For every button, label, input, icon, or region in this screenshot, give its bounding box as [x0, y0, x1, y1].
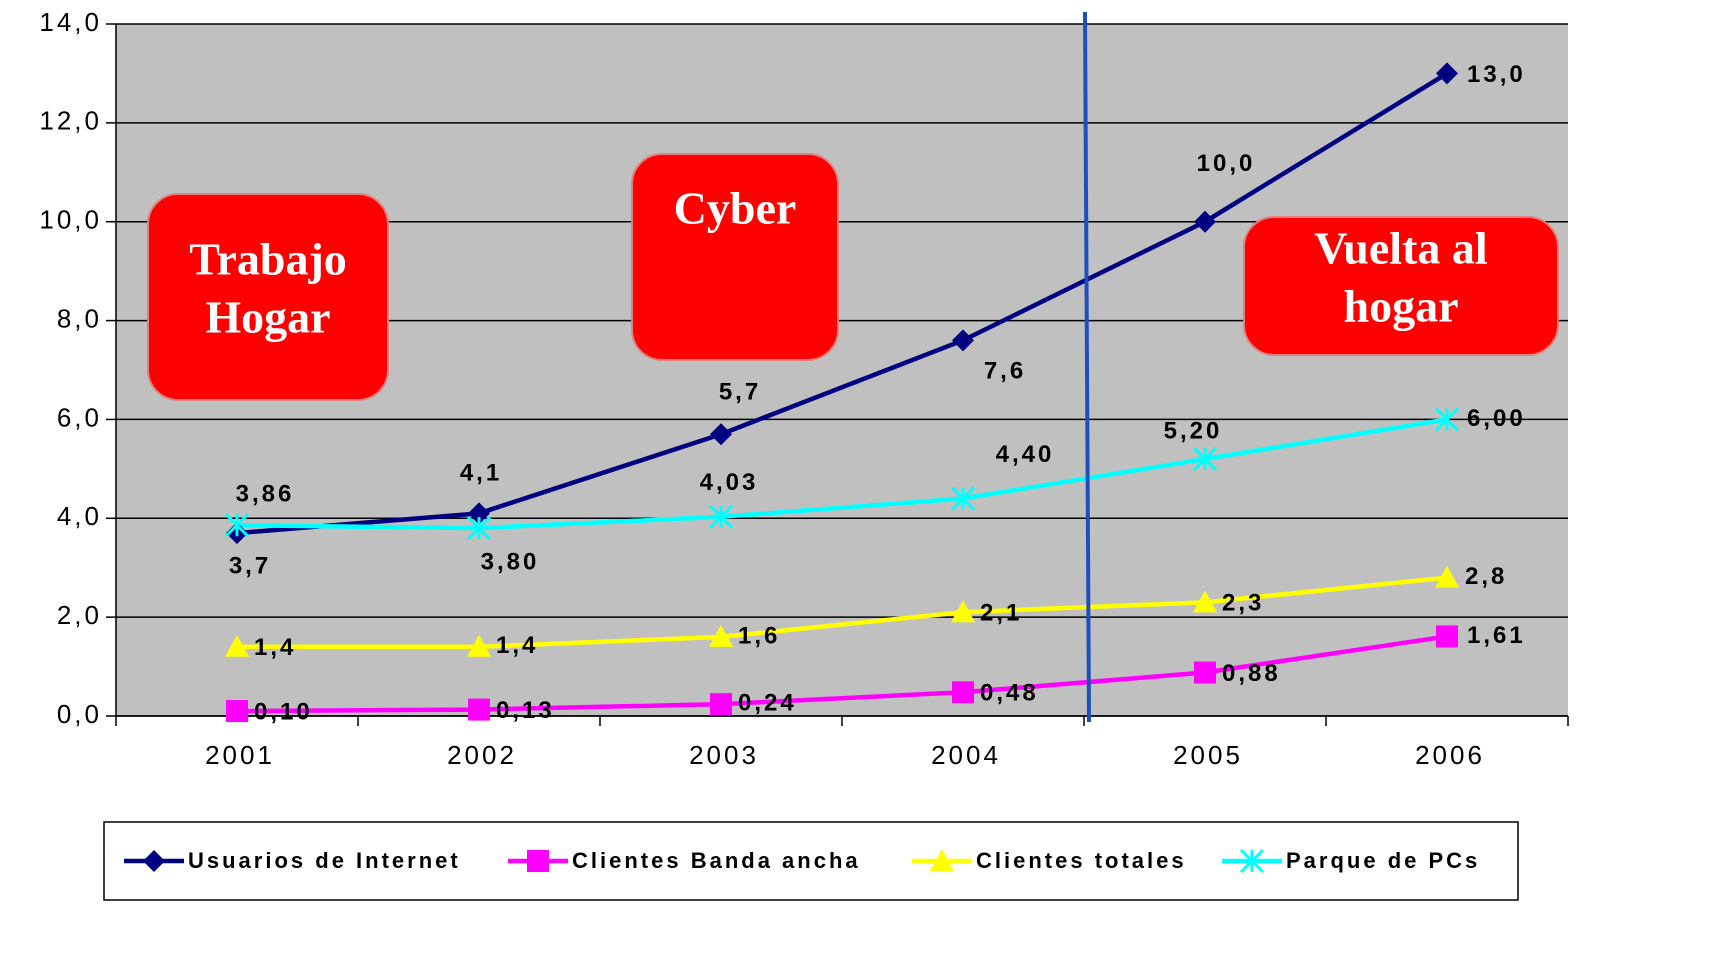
divider-line: [1083, 11, 1091, 723]
marker: [527, 850, 549, 872]
series-line: [236, 71, 1449, 536]
series-line: [236, 634, 1448, 714]
value-label: 0,13: [496, 697, 555, 724]
y-tick-label: 14,0: [39, 7, 102, 37]
value-label: 4,40: [996, 441, 1055, 468]
annotation-text: Hogar: [205, 292, 330, 343]
marker: [952, 329, 974, 352]
marker: [226, 700, 248, 723]
value-label: 0,10: [254, 698, 313, 725]
legend: Usuarios de Internet Clientes Banda ancha…: [124, 848, 1480, 874]
marker: [709, 624, 733, 647]
value-label: 2,1: [980, 600, 1022, 627]
x-tick-label: 2002: [447, 740, 517, 770]
y-tick-label: 10,0: [39, 205, 102, 235]
y-tick-label: 2,0: [57, 600, 102, 630]
value-label: 13,0: [1467, 61, 1526, 88]
marker: [1193, 590, 1217, 613]
labels: 0,0 2,0 4,0 6,0 8,0 10,0 12,0 14,0 2001 2002 2003 2…: [39, 7, 1526, 770]
marker: [1436, 62, 1458, 85]
marker: [1194, 661, 1216, 684]
legend-label: Usuarios de Internet: [188, 848, 461, 873]
y-tick-label: 12,0: [39, 106, 102, 136]
x-tick-label: 2006: [1415, 740, 1485, 770]
marks: [224, 62, 1460, 723]
value-label: 2,8: [1465, 563, 1507, 590]
marker: [468, 698, 490, 721]
value-label: 0,88: [1222, 660, 1281, 687]
annotations: Trabajo Hogar Cyber Vuelta al hogar: [147, 153, 1559, 401]
marker: [1192, 446, 1218, 472]
value-label: 5,7: [719, 379, 761, 406]
annotation-box: [1243, 216, 1559, 356]
value-label: 0,24: [738, 689, 797, 716]
series-line: [237, 575, 1448, 650]
marker: [1434, 407, 1460, 432]
x-tick-label: 2001: [205, 740, 275, 770]
value-label: 2,3: [1222, 590, 1264, 617]
marker: [1436, 625, 1458, 648]
marker: [710, 423, 732, 446]
marker: [952, 681, 974, 704]
value-label: 5,20: [1164, 417, 1223, 444]
marker: [224, 513, 250, 538]
value-label: 10,0: [1197, 150, 1256, 177]
y-tick-label: 8,0: [57, 303, 102, 333]
marker: [1239, 848, 1265, 874]
annotation-text: Vuelta al: [1314, 223, 1487, 274]
x-tick-label: 2005: [1173, 740, 1243, 770]
legend-box: [103, 821, 1519, 901]
value-label: 3,86: [236, 481, 295, 508]
value-label: 4,1: [460, 460, 502, 487]
marker: [466, 516, 492, 541]
value-label: 1,61: [1467, 622, 1526, 649]
y-tick-label: 4,0: [57, 501, 102, 531]
value-label: 0,48: [980, 680, 1039, 707]
marker: [950, 486, 976, 511]
annotation-box: [147, 193, 389, 401]
marker: [225, 634, 249, 657]
value-label: 7,6: [984, 358, 1026, 385]
marker: [1435, 565, 1459, 588]
y-tick-label: 0,0: [57, 699, 102, 729]
marker: [708, 504, 734, 529]
marker: [1194, 210, 1216, 233]
value-label: 6,00: [1467, 405, 1526, 432]
series-line: [236, 417, 1448, 531]
annotation-text: Trabajo: [189, 234, 347, 285]
marker: [930, 849, 954, 871]
marker: [710, 693, 732, 716]
value-label: 3,7: [229, 552, 271, 579]
legend-label: Clientes Banda ancha: [572, 848, 861, 873]
annotation-text: Cyber: [674, 183, 797, 234]
value-label: 4,03: [700, 469, 759, 496]
x-tick-label: 2003: [689, 740, 759, 770]
marker: [468, 502, 490, 525]
x-tick-label: 2004: [931, 740, 1001, 770]
annotation-box: [631, 153, 839, 361]
value-label: 3,80: [481, 549, 540, 576]
marker: [951, 600, 975, 623]
marker: [143, 850, 165, 872]
value-label: 1,4: [496, 632, 538, 659]
y-tick-label: 6,0: [57, 402, 102, 432]
annotation-text: hogar: [1344, 281, 1459, 332]
legend-label: Parque de PCs: [1286, 848, 1480, 873]
legend-label: Clientes totales: [976, 848, 1187, 873]
value-label: 1,6: [738, 622, 780, 649]
marker: [467, 634, 491, 657]
value-label: 1,4: [254, 634, 296, 661]
